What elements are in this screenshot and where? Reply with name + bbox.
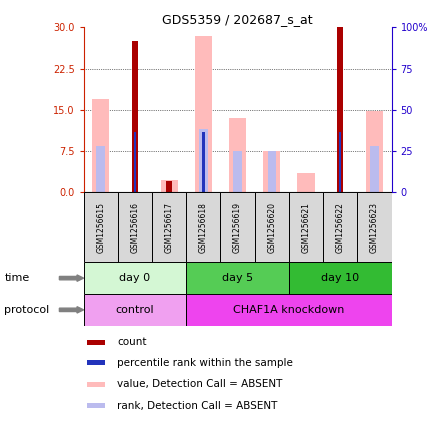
Bar [370, 146, 379, 192]
Text: GSM1256619: GSM1256619 [233, 202, 242, 253]
Bar [87, 382, 105, 387]
Text: GSM1256618: GSM1256618 [199, 202, 208, 253]
Text: value, Detection Call = ABSENT: value, Detection Call = ABSENT [117, 379, 283, 389]
Bar [84, 262, 186, 294]
Bar [118, 192, 152, 262]
Text: GSM1256622: GSM1256622 [336, 202, 345, 253]
Bar [233, 151, 242, 192]
Text: GSM1256620: GSM1256620 [268, 202, 276, 253]
Bar [87, 403, 105, 408]
Bar [84, 192, 118, 262]
Bar [186, 192, 220, 262]
Text: GSM1256616: GSM1256616 [130, 202, 139, 253]
Bar [134, 132, 136, 192]
Bar [152, 192, 186, 262]
Text: count: count [117, 338, 147, 347]
Bar [87, 340, 105, 345]
Text: rank, Detection Call = ABSENT: rank, Detection Call = ABSENT [117, 401, 278, 411]
Text: GSM1256621: GSM1256621 [301, 202, 311, 253]
Bar [255, 192, 289, 262]
Bar [92, 99, 109, 192]
Bar [199, 129, 208, 192]
Bar [202, 132, 205, 192]
Bar [366, 111, 383, 192]
Bar [186, 262, 289, 294]
Bar [289, 192, 323, 262]
Bar [339, 132, 341, 192]
Text: GSM1256623: GSM1256623 [370, 202, 379, 253]
Bar [220, 192, 255, 262]
Bar [263, 151, 280, 192]
Bar [268, 151, 276, 192]
Text: GSM1256617: GSM1256617 [165, 202, 174, 253]
Bar [297, 173, 315, 192]
Bar [161, 180, 178, 192]
Bar [289, 262, 392, 294]
Bar [186, 294, 392, 326]
Text: time: time [4, 273, 29, 283]
Bar [166, 181, 172, 192]
Text: CHAF1A knockdown: CHAF1A knockdown [233, 305, 345, 315]
Text: protocol: protocol [4, 305, 50, 315]
Bar [323, 192, 357, 262]
Bar [337, 27, 343, 192]
Text: control: control [116, 305, 154, 315]
Bar [87, 360, 105, 365]
Title: GDS5359 / 202687_s_at: GDS5359 / 202687_s_at [162, 14, 313, 26]
Bar [96, 146, 105, 192]
Text: GSM1256615: GSM1256615 [96, 202, 105, 253]
Bar [195, 36, 212, 192]
Text: day 0: day 0 [119, 273, 150, 283]
Bar [132, 41, 138, 192]
Text: percentile rank within the sample: percentile rank within the sample [117, 358, 293, 368]
Bar [84, 294, 186, 326]
Bar [229, 118, 246, 192]
Bar [357, 192, 392, 262]
Text: day 5: day 5 [222, 273, 253, 283]
Text: day 10: day 10 [321, 273, 359, 283]
